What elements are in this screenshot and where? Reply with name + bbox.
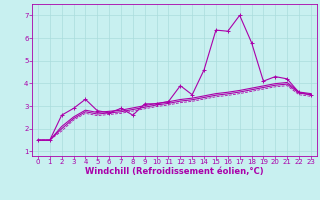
X-axis label: Windchill (Refroidissement éolien,°C): Windchill (Refroidissement éolien,°C) — [85, 167, 264, 176]
